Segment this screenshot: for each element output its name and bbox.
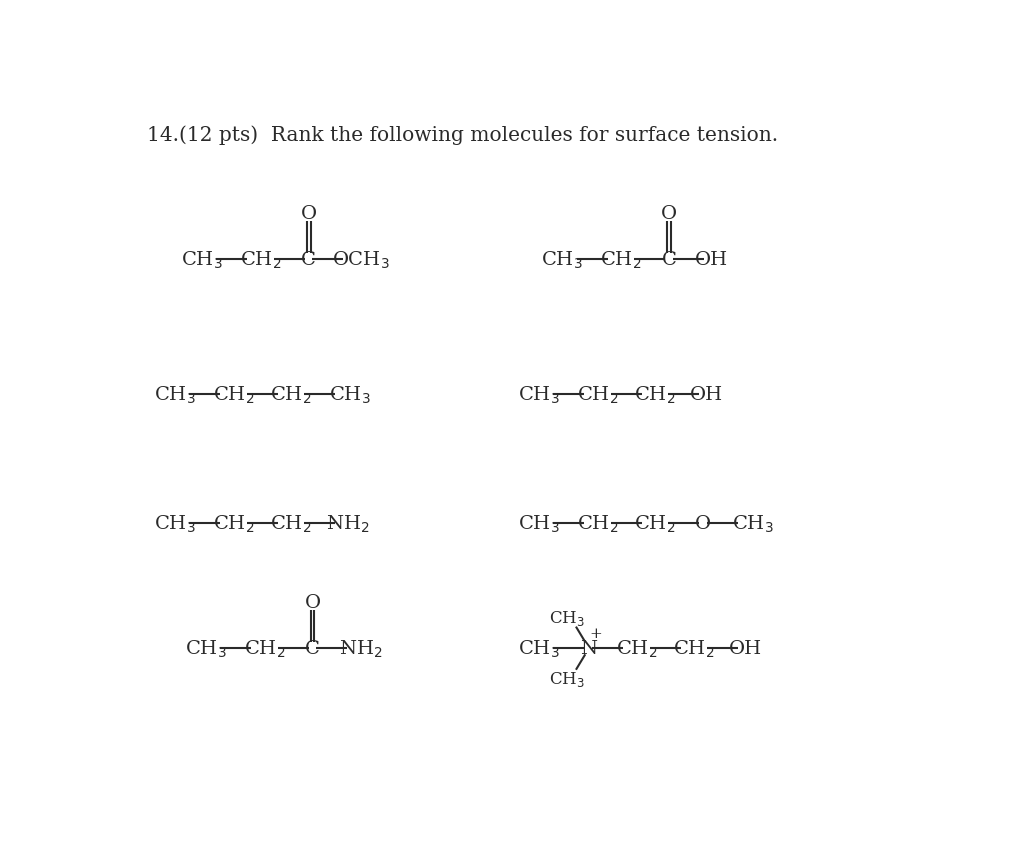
Text: CH$_3$: CH$_3$ — [518, 384, 559, 405]
Text: O: O — [660, 205, 677, 223]
Text: CH$_2$: CH$_2$ — [270, 384, 311, 405]
Text: CH$_2$: CH$_2$ — [240, 249, 282, 270]
Text: CH$_3$: CH$_3$ — [329, 384, 371, 405]
Text: CH$_2$: CH$_2$ — [634, 514, 676, 535]
Text: O: O — [304, 594, 321, 612]
Text: CH$_2$: CH$_2$ — [634, 384, 676, 405]
Text: O: O — [300, 205, 316, 223]
Text: CH$_2$: CH$_2$ — [213, 384, 254, 405]
Text: CH$_3$: CH$_3$ — [732, 514, 773, 535]
Text: 14.(12 pts)  Rank the following molecules for surface tension.: 14.(12 pts) Rank the following molecules… — [147, 125, 778, 145]
Text: CH$_2$: CH$_2$ — [244, 638, 285, 659]
Text: OCH$_3$: OCH$_3$ — [332, 249, 389, 270]
Text: N: N — [580, 640, 597, 658]
Text: NH$_2$: NH$_2$ — [339, 638, 382, 659]
Text: +: + — [590, 626, 602, 640]
Text: C: C — [305, 640, 319, 658]
Text: CH$_2$: CH$_2$ — [577, 384, 618, 405]
Text: CH$_2$: CH$_2$ — [213, 514, 254, 535]
Text: CH$_2$: CH$_2$ — [577, 514, 618, 535]
Text: CH$_2$: CH$_2$ — [615, 638, 657, 659]
Text: CH$_3$: CH$_3$ — [181, 249, 222, 270]
Text: CH$_3$: CH$_3$ — [549, 608, 585, 627]
Text: CH$_3$: CH$_3$ — [184, 638, 226, 659]
Text: O: O — [695, 515, 711, 533]
Text: OH: OH — [729, 640, 762, 658]
Text: CH$_2$: CH$_2$ — [270, 514, 311, 535]
Text: CH$_2$: CH$_2$ — [600, 249, 642, 270]
Text: CH$_3$: CH$_3$ — [154, 384, 196, 405]
Text: CH$_3$: CH$_3$ — [541, 249, 583, 270]
Text: CH$_3$: CH$_3$ — [154, 514, 196, 535]
Text: C: C — [301, 251, 316, 269]
Text: OH: OH — [690, 386, 724, 403]
Text: CH$_3$: CH$_3$ — [518, 638, 559, 659]
Text: CH$_3$: CH$_3$ — [518, 514, 559, 535]
Text: CH$_2$: CH$_2$ — [673, 638, 715, 659]
Text: NH$_2$: NH$_2$ — [327, 514, 370, 535]
Text: CH$_3$: CH$_3$ — [549, 670, 585, 688]
Text: OH: OH — [695, 251, 728, 269]
Text: C: C — [662, 251, 677, 269]
